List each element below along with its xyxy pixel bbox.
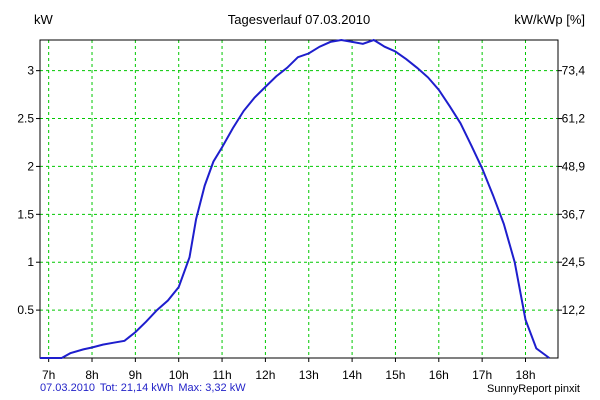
x-tick-label: 18h <box>515 368 535 382</box>
y-tick-label: 2 <box>27 159 34 173</box>
y-right-tick-label: 73,4 <box>562 64 586 78</box>
y-tick-label: 0.5 <box>17 303 34 317</box>
footer-source: SunnyReport pinxit <box>487 383 580 395</box>
footer-total: Tot: 21,14 kWh <box>99 382 174 394</box>
y-axis-label-right: kW/kWp [%] <box>514 12 585 27</box>
y-tick-label: 2.5 <box>17 112 34 126</box>
x-tick-label: 14h <box>342 368 362 382</box>
y-axis-right: 12,2 24,5 36,7 48,9 61,2 73,4 <box>558 64 585 317</box>
x-tick-label: 10h <box>169 368 189 382</box>
x-tick-label: 12h <box>255 368 275 382</box>
x-tick-label: 17h <box>472 368 492 382</box>
x-axis: 7h 8h 9h 10h 11h 12h 13h 14h 15h 16h 17h 18h <box>42 358 536 382</box>
y-right-tick-label: 24,5 <box>562 255 586 269</box>
x-tick-label: 13h <box>299 368 319 382</box>
y-axis: 0.5 1 1.5 2 2.5 3 <box>17 64 40 317</box>
footer-summary: 07.03.2010 Tot: 21,14 kWh Max: 3,32 kW <box>40 382 248 394</box>
x-tick-label: 7h <box>42 368 55 382</box>
plot-area <box>40 40 558 358</box>
x-tick-label: 11h <box>212 368 231 382</box>
x-tick-label: 8h <box>85 368 98 382</box>
series-line-power <box>40 38 550 359</box>
y-axis-label-left: kW <box>34 12 54 27</box>
y-tick-label: 3 <box>27 64 34 78</box>
footer-max: Max: 3,32 kW <box>178 382 246 394</box>
x-tick-label: 15h <box>385 368 405 382</box>
grid <box>40 40 558 358</box>
footer-date: 07.03.2010 <box>40 382 96 394</box>
y-right-tick-label: 48,9 <box>562 159 586 173</box>
x-tick-label: 9h <box>129 368 142 382</box>
y-right-tick-label: 61,2 <box>562 112 586 126</box>
y-right-tick-label: 12,2 <box>562 303 586 317</box>
y-tick-label: 1 <box>27 255 34 269</box>
y-tick-label: 1.5 <box>17 207 34 221</box>
chart-title: Tagesverlauf 07.03.2010 <box>228 12 370 27</box>
x-tick-label: 16h <box>429 368 449 382</box>
plot-border <box>39 39 559 359</box>
y-right-tick-label: 36,7 <box>562 207 586 221</box>
